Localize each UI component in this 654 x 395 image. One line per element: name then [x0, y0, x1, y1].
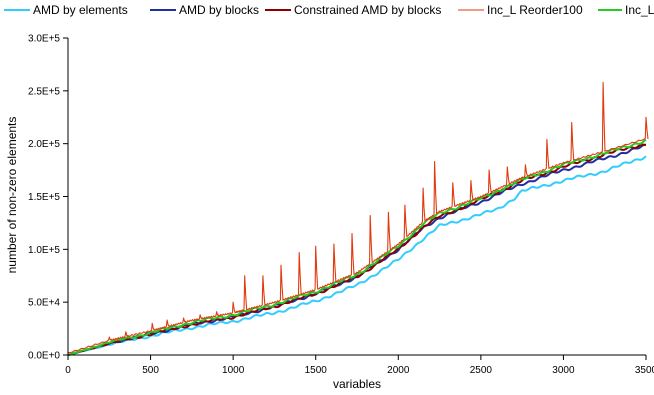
- axes: 0.0E+0 5.0E+4 1.0E+5 1.5E+5 2.0E+5 2.5E+5 3.0E…: [28, 34, 654, 377]
- y-tick-label: 3.0E+5: [28, 34, 60, 45]
- x-tick-label: 3500: [635, 365, 654, 376]
- legend-label-constrained-amd: Constrained AMD by blocks: [294, 3, 441, 17]
- legend-label-inc-l: Inc_L: [625, 3, 654, 17]
- x-tick-label: 0: [65, 365, 71, 376]
- x-tick-label: 2500: [470, 365, 493, 376]
- legend-label-amd-by-blocks: AMD by blocks: [179, 3, 259, 17]
- plot-area: [68, 38, 646, 355]
- series-line-inc-l: [67, 138, 647, 356]
- series-group: [67, 81, 649, 356]
- y-tick-label: 2.0E+5: [28, 139, 60, 150]
- series-line-amd-by-blocks: [67, 143, 646, 356]
- y-axis-title: number of non-zero elements: [5, 117, 19, 274]
- y-tick-label: 0.0E+0: [28, 351, 60, 362]
- x-tick-label: 1000: [222, 365, 245, 376]
- series-line-inc-l-reorder100: [67, 81, 649, 354]
- y-tick-label: 1.0E+5: [28, 245, 60, 256]
- x-tick-label: 3000: [552, 365, 575, 376]
- legend-label-inc-l-reorder100: Inc_L Reorder100: [487, 3, 583, 17]
- x-axis-title: variables: [333, 377, 381, 391]
- x-tick-label: 2000: [387, 365, 410, 376]
- y-tick-label: 5.0E+4: [28, 298, 60, 309]
- legend-label-amd-by-elements: AMD by elements: [33, 3, 128, 17]
- legend: AMD by elements AMD by blocks Constraine…: [4, 3, 654, 17]
- plot-background: [68, 38, 646, 355]
- y-tick-label: 1.5E+5: [28, 192, 60, 203]
- x-tick-label: 1500: [305, 365, 328, 376]
- y-tick-label: 2.5E+5: [28, 86, 60, 97]
- x-tick-label: 500: [142, 365, 159, 376]
